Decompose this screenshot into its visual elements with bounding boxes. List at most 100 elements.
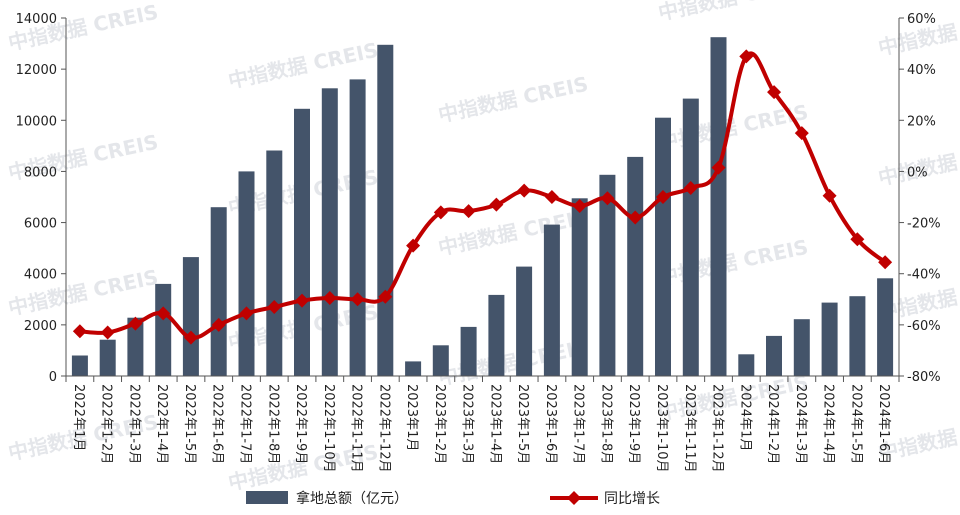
x-tick-label: 2023年1-7月 — [571, 384, 586, 464]
growth-point — [378, 289, 393, 304]
x-tick-label: 2022年1-5月 — [182, 384, 197, 464]
left-y-axis: 0 2000 4000 6000 8000 10000 12000 14000 — [16, 12, 66, 385]
x-tick-label: 2022年1-9月 — [293, 384, 308, 464]
x-tick-label: 2022年1-10月 — [321, 384, 336, 473]
growth-point — [128, 316, 143, 331]
left-tick-label: 14000 — [16, 12, 57, 27]
bar — [627, 156, 644, 376]
bar-series — [71, 37, 894, 377]
x-tick-label: 2022年1-2月 — [99, 384, 114, 464]
x-tick-label: 2022年1-12月 — [376, 384, 391, 473]
growth-point — [156, 306, 171, 321]
growth-point — [600, 191, 615, 206]
left-tick-label: 0 — [49, 370, 57, 385]
bar — [793, 319, 810, 376]
growth-point — [239, 306, 254, 321]
bar — [571, 198, 588, 376]
bar — [460, 326, 477, 376]
growth-point — [822, 188, 837, 203]
bar — [516, 266, 533, 376]
x-tick-label: 2022年1-6月 — [210, 384, 225, 464]
growth-point — [572, 198, 587, 213]
bar — [71, 355, 88, 376]
left-tick-label: 10000 — [16, 114, 57, 129]
growth-point — [544, 190, 559, 204]
x-tick-label: 2023年1-9月 — [626, 384, 641, 464]
watermark-text: 中指数据 CREIS — [436, 72, 590, 127]
growth-point — [655, 190, 670, 204]
right-tick-label: -40% — [907, 268, 941, 283]
bar — [877, 278, 894, 376]
x-axis: 2022年1月 2022年1-2月 2022年1-3月 2022年1-4月 2022年1… — [65, 376, 900, 473]
right-tick-label: 60% — [907, 12, 936, 27]
right-tick-label: 40% — [907, 63, 936, 78]
watermark-text: 中指数据 CREIS — [876, 135, 960, 190]
bar — [210, 207, 227, 376]
growth-point — [711, 160, 726, 175]
x-tick-label: 2024年1-6月 — [876, 384, 891, 464]
growth-point — [489, 197, 504, 212]
x-tick-label: 2022年1-7月 — [237, 384, 252, 464]
growth-point — [767, 85, 782, 100]
line-series — [72, 49, 893, 345]
x-tick-label: 2023年1月 — [404, 384, 419, 451]
right-tick-label: -20% — [907, 217, 941, 232]
right-tick-label: 0% — [907, 165, 928, 180]
bar — [599, 174, 616, 376]
growth-point — [267, 299, 282, 314]
bar — [738, 354, 755, 376]
legend-line-label: 同比增长 — [604, 491, 660, 507]
bar — [377, 44, 394, 377]
legend-line-marker — [567, 491, 581, 505]
x-tick-label: 2024年1月 — [737, 384, 752, 451]
bar — [155, 283, 172, 376]
bar — [349, 79, 366, 377]
watermark-text: 中指数据 CREIS — [436, 205, 590, 260]
growth-point — [739, 49, 754, 64]
x-tick-label: 2023年1-8月 — [598, 384, 613, 464]
growth-point — [406, 238, 421, 253]
legend-bar-label: 拿地总额（亿元） — [296, 490, 408, 507]
watermark-text: 中指数据 CREIS — [656, 0, 810, 25]
x-tick-label: 2024年1-2月 — [765, 384, 780, 464]
growth-point — [322, 291, 337, 306]
legend: 拿地总额（亿元） 同比增长 — [246, 490, 660, 507]
watermark-text: 中指数据 CREIS — [656, 235, 810, 290]
left-tick-label: 12000 — [16, 63, 57, 78]
legend-bar-swatch — [246, 491, 288, 504]
growth-point — [350, 292, 365, 307]
growth-point — [517, 183, 532, 198]
bar — [99, 339, 116, 376]
watermark-layer: 中指数据 CREIS 中指数据 CREIS 中指数据 CREIS 中指数据 CREIS… — [6, 0, 960, 495]
x-tick-label: 2022年1-8月 — [265, 384, 280, 464]
growth-point — [878, 255, 893, 270]
x-tick-label: 2023年1-5月 — [515, 384, 530, 464]
bar — [266, 150, 283, 376]
watermark-text: 中指数据 CREIS — [6, 0, 160, 55]
x-tick-label: 2023年1-3月 — [460, 384, 475, 464]
x-tick-label: 2022年1-11月 — [349, 384, 364, 473]
bar — [710, 37, 727, 376]
x-tick-label: 2023年1-11月 — [682, 384, 697, 473]
x-tick-label: 2022年1-4月 — [154, 384, 169, 464]
growth-point — [628, 210, 643, 225]
x-tick-label: 2023年1-6月 — [543, 384, 558, 464]
bar — [655, 117, 671, 376]
x-tick-label: 2024年1-5月 — [848, 384, 863, 464]
x-tick-label: 2023年1-10月 — [654, 384, 669, 473]
x-tick-label: 2023年1-2月 — [432, 384, 447, 464]
bar — [321, 88, 338, 377]
bar — [543, 224, 560, 376]
bar — [127, 317, 144, 376]
x-tick-label: 2023年1-12月 — [710, 384, 725, 473]
bar — [405, 361, 422, 376]
growth-point — [211, 317, 226, 332]
x-tick-label: 2024年1-4月 — [821, 384, 836, 464]
left-tick-label: 8000 — [24, 165, 57, 180]
growth-point — [72, 324, 87, 339]
x-tick-label: 2024年1-3月 — [793, 384, 808, 464]
growth-point — [461, 204, 476, 219]
growth-point — [683, 181, 698, 196]
right-tick-label: -80% — [907, 370, 941, 385]
